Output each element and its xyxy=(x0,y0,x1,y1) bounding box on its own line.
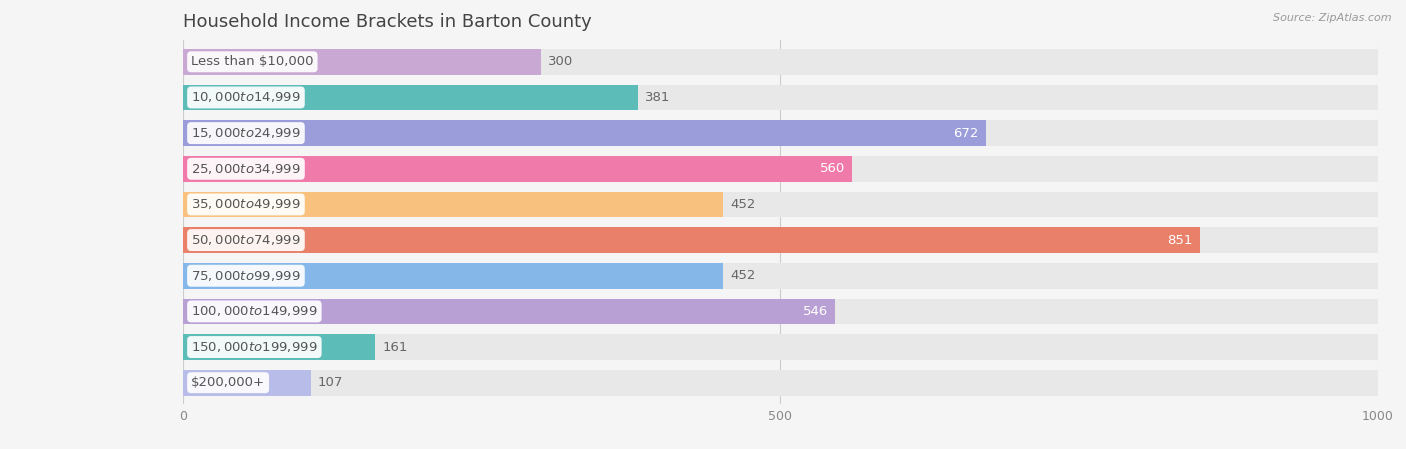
Text: $50,000 to $74,999: $50,000 to $74,999 xyxy=(191,233,301,247)
Text: 161: 161 xyxy=(382,340,408,353)
Text: 851: 851 xyxy=(1167,233,1192,247)
Bar xyxy=(183,84,1378,110)
Text: $15,000 to $24,999: $15,000 to $24,999 xyxy=(191,126,301,140)
Bar xyxy=(183,227,1378,253)
Bar xyxy=(183,49,541,75)
Bar xyxy=(183,192,723,217)
Text: 381: 381 xyxy=(645,91,671,104)
Bar xyxy=(183,227,1199,253)
Bar xyxy=(183,84,638,110)
Text: 452: 452 xyxy=(730,269,755,282)
Bar xyxy=(183,263,1378,289)
Bar xyxy=(183,334,1378,360)
Bar xyxy=(183,299,835,324)
Bar xyxy=(183,370,311,396)
Text: 300: 300 xyxy=(548,55,574,68)
Text: $150,000 to $199,999: $150,000 to $199,999 xyxy=(191,340,318,354)
Text: 452: 452 xyxy=(730,198,755,211)
Text: $200,000+: $200,000+ xyxy=(191,376,266,389)
Text: $75,000 to $99,999: $75,000 to $99,999 xyxy=(191,269,301,283)
Bar xyxy=(183,120,1378,146)
Text: 107: 107 xyxy=(318,376,343,389)
Bar xyxy=(183,192,1378,217)
Bar xyxy=(183,49,1378,75)
Bar xyxy=(183,370,1378,396)
Bar xyxy=(183,156,1378,181)
Text: Less than $10,000: Less than $10,000 xyxy=(191,55,314,68)
Text: $100,000 to $149,999: $100,000 to $149,999 xyxy=(191,304,318,318)
Text: Source: ZipAtlas.com: Source: ZipAtlas.com xyxy=(1274,13,1392,23)
Text: $25,000 to $34,999: $25,000 to $34,999 xyxy=(191,162,301,176)
Bar xyxy=(183,263,723,289)
Bar xyxy=(183,299,1378,324)
Text: 672: 672 xyxy=(953,127,979,140)
Text: $35,000 to $49,999: $35,000 to $49,999 xyxy=(191,198,301,211)
Text: $10,000 to $14,999: $10,000 to $14,999 xyxy=(191,90,301,105)
Text: Household Income Brackets in Barton County: Household Income Brackets in Barton Coun… xyxy=(183,13,592,31)
Bar xyxy=(183,334,375,360)
Bar xyxy=(183,156,852,181)
Bar xyxy=(183,120,986,146)
Text: 546: 546 xyxy=(803,305,828,318)
Text: 560: 560 xyxy=(820,162,845,175)
